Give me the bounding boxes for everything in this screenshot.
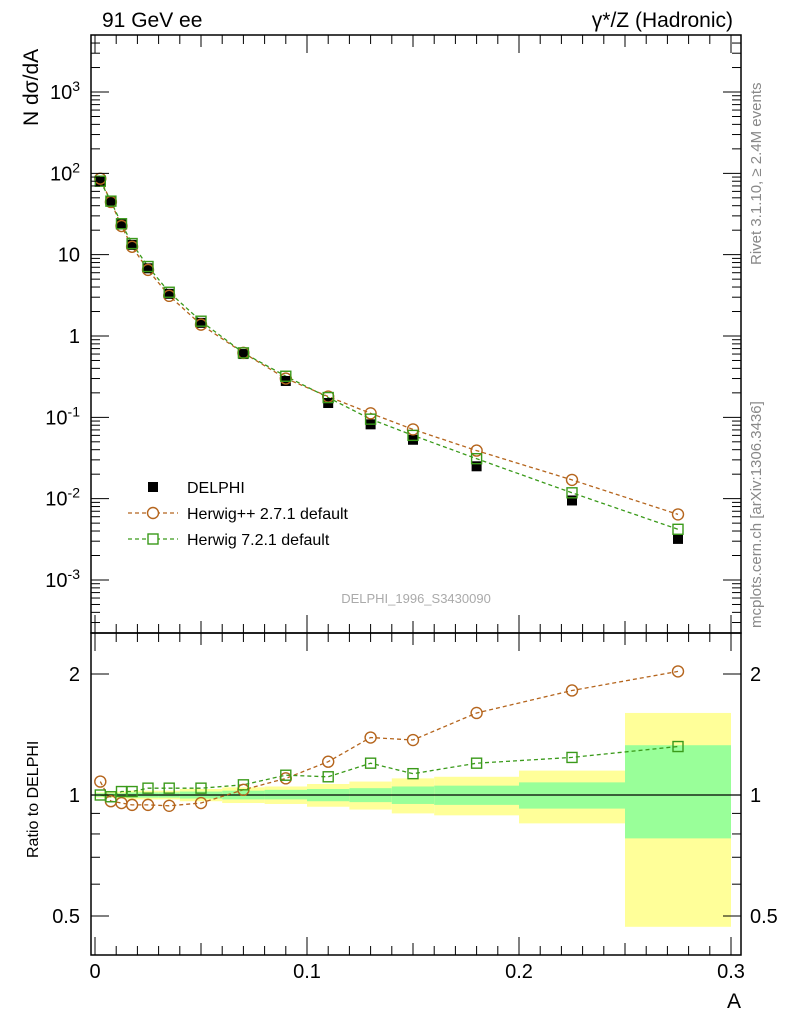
y-tick-label: 10-3 — [45, 566, 80, 592]
x-axis-label: A — [727, 990, 741, 1013]
ratio-y-tick-label: 1 — [69, 785, 80, 807]
band-green-14 — [625, 745, 731, 839]
ratio-point-1-3 — [125, 798, 139, 812]
uncertainty-bands — [95, 712, 731, 927]
ratio-point-1-0 — [94, 775, 107, 788]
ratio-point-2-6 — [195, 782, 207, 794]
main-point-0-4 — [143, 263, 153, 274]
main-point-1-13 — [565, 473, 579, 487]
ratio-point-1-13 — [565, 684, 579, 697]
main-point-0-12 — [471, 461, 482, 472]
legend-label-delphi: DELPHI — [187, 480, 245, 497]
main-point-2-11 — [407, 429, 419, 442]
main-point-1-10 — [364, 407, 377, 420]
legend-marker-herwigpp — [146, 506, 160, 520]
ratio-point-2-4 — [142, 782, 154, 794]
main-point-2-3 — [126, 237, 138, 250]
main-point-0-3 — [127, 239, 138, 250]
header-left-label: 91 GeV ee — [102, 9, 202, 32]
axis-tick-labels: 0 0.1 0.2 0.3 10-3 10-2 10-1 1 10 102 103 0.5 0.5 1 1 2… — [45, 78, 778, 983]
ratio-point-1-14 — [671, 665, 685, 678]
y-tick-label: 10-2 — [45, 485, 80, 511]
y-tick-label: 10-1 — [45, 403, 80, 429]
ratio-panel-frame — [90, 632, 742, 956]
ratio-point-1-11 — [406, 733, 420, 747]
main-point-2-8 — [280, 370, 292, 382]
ratio-point-2-5 — [163, 782, 175, 794]
ratio-y-tick-label-right: 2 — [750, 664, 761, 686]
ratio-y-tick-label-right: 1 — [750, 785, 761, 807]
x-tick-label: 0 — [89, 961, 100, 983]
main-point-2-12 — [470, 452, 483, 465]
ratio-point-1-9 — [322, 755, 335, 768]
ratio-y-tick-label: 0.5 — [52, 906, 80, 928]
ratio-y-tick-label: 2 — [69, 664, 80, 686]
analysis-watermark: DELPHI_1996_S3430090 — [341, 591, 491, 606]
ratio-point-1-8 — [279, 772, 292, 785]
main-point-2-14 — [672, 523, 684, 536]
ratio-point-2-7 — [237, 779, 250, 791]
axis-ticks — [91, 35, 741, 955]
main-point-2-2 — [115, 218, 128, 230]
main-line-2 — [99, 180, 679, 530]
y-tick-label: 10 — [58, 245, 80, 267]
main-point-2-4 — [142, 260, 154, 273]
main-point-0-0 — [95, 176, 106, 187]
x-tick-label: 0.3 — [717, 961, 745, 983]
main-y-axis-label: N dσ/dA — [20, 49, 43, 126]
ratio-y-axis-label: Ratio to DELPHI — [25, 741, 42, 858]
x-tick-label: 0.2 — [505, 961, 533, 983]
main-point-0-6 — [196, 317, 206, 328]
main-point-2-7 — [237, 347, 250, 359]
x-tick-label: 0.1 — [293, 961, 321, 983]
ratio-point-1-12 — [470, 706, 483, 720]
main-point-2-10 — [364, 413, 377, 425]
y-tick-label: 1 — [69, 326, 80, 348]
ratio-point-2-11 — [407, 767, 419, 780]
ratio-point-1-10 — [364, 731, 377, 744]
ratio-point-2-8 — [280, 769, 292, 781]
ratio-point-1-6 — [194, 796, 208, 810]
header-right-label: γ*/Z (Hadronic) — [592, 9, 733, 32]
legend-label-herwigpp: Herwig++ 2.7.1 default — [187, 506, 349, 523]
main-point-0-14 — [673, 533, 683, 544]
ratio-point-2-12 — [470, 757, 483, 769]
ratio-point-2-3 — [126, 785, 138, 798]
legend-marker-delphi — [148, 482, 158, 492]
y-tick-label: 103 — [50, 78, 80, 104]
mcplots-label: mcplots.cern.ch [arXiv:1306.3436] — [748, 401, 765, 628]
main-point-1-11 — [406, 423, 420, 436]
main-point-0-2 — [116, 219, 127, 230]
main-point-1-14 — [671, 508, 685, 521]
series-markers — [94, 172, 685, 813]
y-tick-label: 102 — [50, 159, 80, 185]
main-point-2-13 — [566, 487, 578, 499]
ratio-point-1-4 — [141, 798, 155, 812]
main-point-0-5 — [164, 288, 175, 299]
ratio-y-tick-label-right: 0.5 — [750, 906, 778, 928]
main-point-2-1 — [105, 195, 117, 207]
main-point-1-12 — [470, 444, 483, 457]
main-point-0-1 — [105, 195, 116, 206]
rivet-version-label: Rivet 3.1.10, ≥ 2.4M events — [748, 83, 765, 266]
main-point-2-6 — [195, 315, 207, 327]
legend: DELPHI Herwig++ 2.7.1 default Herwig 7.2… — [128, 480, 349, 549]
ratio-point-2-14 — [672, 740, 684, 753]
legend-marker-herwig7 — [147, 533, 159, 545]
main-point-0-7 — [238, 349, 249, 360]
main-point-0-13 — [567, 495, 577, 506]
main-point-2-9 — [322, 391, 334, 404]
main-line-1 — [99, 178, 679, 516]
ratio-point-1-5 — [162, 799, 176, 813]
ratio-point-2-13 — [566, 751, 578, 764]
legend-label-herwig7: Herwig 7.2.1 default — [187, 532, 330, 549]
main-point-2-5 — [163, 286, 175, 298]
ratio-point-2-9 — [322, 771, 334, 783]
ratio-point-2-10 — [364, 757, 377, 769]
